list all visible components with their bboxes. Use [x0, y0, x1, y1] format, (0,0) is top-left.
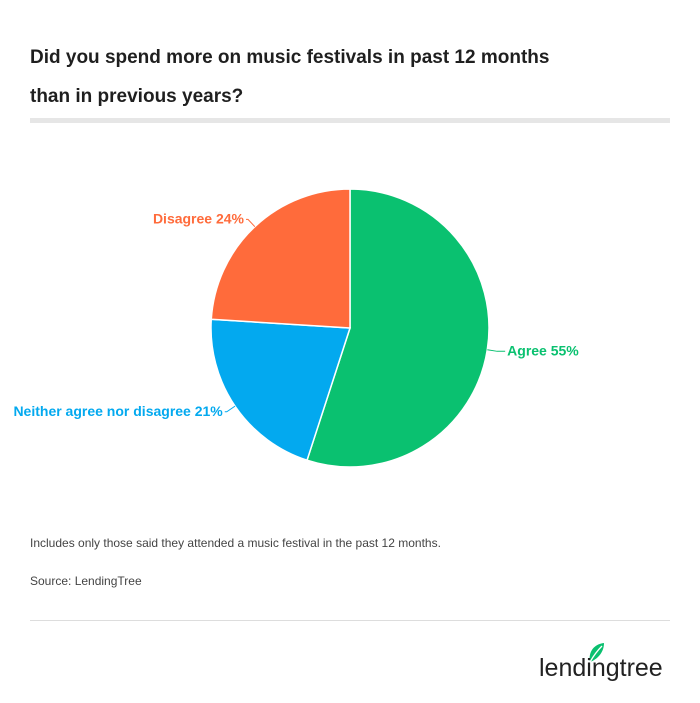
chart-title-line-1: Did you spend more on music festivals in… [30, 47, 550, 68]
pie-slice-neither-agree-nor-disagree [210, 318, 352, 462]
source-text: Source: LendingTree [30, 574, 142, 588]
pie-slices [210, 188, 490, 468]
leader-line-disagree [246, 218, 256, 228]
footer-divider [30, 620, 670, 621]
footnote: Includes only those said they attended a… [30, 536, 441, 550]
data-label-disagree: Disagree 24% [153, 210, 245, 226]
logo-wordmark: lendingtree [539, 654, 663, 682]
pie-chart: Agree 55% Neither agree nor disagree 21% D… [13, 188, 579, 468]
chart-title: Did you spend more on music festivals in… [30, 38, 650, 116]
leader-line-neither-agree-nor-disagree [224, 405, 236, 413]
pie-labels: Agree 55% Neither agree nor disagree 21% D… [13, 210, 579, 418]
title-divider [30, 118, 670, 123]
chart-title-line-2: than in previous years? [30, 86, 244, 107]
lendingtree-logo: lendingtree [539, 643, 663, 682]
leader-line-agree [487, 349, 506, 352]
pie-slice-agree [306, 188, 490, 468]
leaf-icon [589, 643, 604, 663]
data-label-neither-agree-nor-disagree: Neither agree nor disagree 21% [13, 403, 223, 419]
data-label-agree: Agree 55% [507, 342, 579, 358]
